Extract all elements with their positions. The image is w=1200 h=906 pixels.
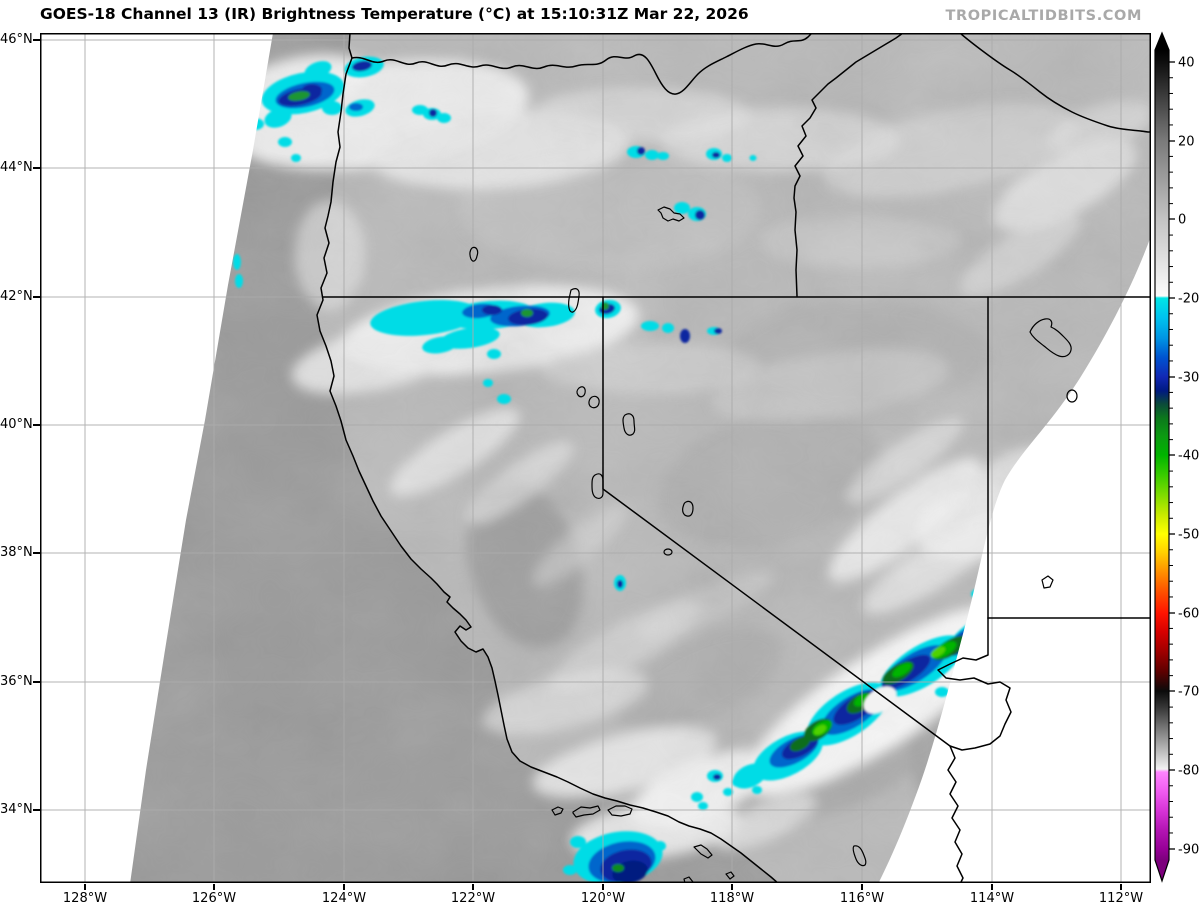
map-frame	[40, 33, 1151, 883]
lon-tick	[343, 884, 345, 890]
coastline	[316, 33, 779, 883]
lat-tick	[33, 424, 40, 426]
border-or-id-snake-river	[793, 33, 904, 297]
lon-tick	[602, 884, 604, 890]
colorbar-tick-label: -30	[1178, 371, 1199, 386]
lon-tick-label: 120°W	[580, 891, 626, 906]
colorbar-tick-label: -50	[1178, 528, 1199, 543]
lat-tick-label: 42°N	[0, 289, 33, 304]
sevier-lake	[1041, 575, 1054, 589]
great-salt-lake	[1029, 318, 1072, 358]
lat-tick-label: 44°N	[0, 160, 33, 175]
colorbar-tick-label: -20	[1178, 292, 1199, 307]
satellite-map-image	[40, 33, 1151, 883]
colorbar-tick-label: -90	[1178, 843, 1199, 858]
colorado-river	[937, 617, 1012, 883]
lat-tick-label: 38°N	[0, 545, 33, 560]
utah-lake	[1066, 389, 1078, 403]
lon-tick	[991, 884, 993, 890]
lat-tick-label: 46°N	[0, 32, 33, 47]
lon-tick-label: 128°W	[62, 891, 108, 906]
lon-tick-label: 116°W	[839, 891, 885, 906]
lat-tick	[33, 809, 40, 811]
lon-tick	[472, 884, 474, 890]
snake-river-idaho	[959, 33, 1151, 133]
lon-tick-label: 124°W	[321, 891, 367, 906]
lon-tick-label: 112°W	[1098, 891, 1144, 906]
no-data-region	[40, 33, 1151, 883]
lat-tick	[33, 681, 40, 683]
lat-tick	[33, 39, 40, 41]
goose-lake	[568, 288, 580, 313]
colorbar-tick-label: -60	[1178, 607, 1199, 622]
storm-cells	[233, 56, 1022, 883]
channel-islands	[551, 805, 735, 883]
lon-tick	[84, 884, 86, 890]
eagle-lake	[576, 386, 586, 398]
upper-klamath-lake	[469, 246, 479, 262]
colorbar-tick-label: 40	[1178, 56, 1195, 71]
lon-tick	[213, 884, 215, 890]
lake-tahoe	[591, 473, 604, 499]
lat-tick-label: 40°N	[0, 417, 33, 432]
honey-lake	[588, 395, 600, 409]
lat-tick	[33, 167, 40, 169]
colorbar-tick-label: 0	[1178, 213, 1186, 228]
lat-tick	[33, 552, 40, 554]
lon-tick-label: 118°W	[709, 891, 755, 906]
lon-tick-label: 126°W	[191, 891, 237, 906]
lakes-and-islands	[469, 206, 1078, 883]
lon-tick	[1120, 884, 1122, 890]
lon-tick-label: 114°W	[969, 891, 1015, 906]
columbia-river	[351, 33, 813, 95]
colorbar-tick-label: -80	[1178, 764, 1199, 779]
malheur-lake	[657, 206, 685, 222]
map-title: GOES-18 Channel 13 (IR) Brightness Tempe…	[40, 5, 749, 23]
lat-tick-label: 34°N	[0, 802, 33, 817]
walker-lake	[682, 500, 694, 517]
lon-tick	[731, 884, 733, 890]
colorbar-gradient-bar	[1154, 31, 1170, 883]
pyramid-lake	[622, 413, 636, 436]
colorbar-tick-label: 20	[1178, 135, 1195, 150]
lon-tick-label: 122°W	[450, 891, 496, 906]
site-watermark: TROPICALTIDBITS.COM	[945, 8, 1142, 24]
colorbar-ticks: 40 20 0 -20 -30 -40 -50 -60 -70 -80 -90	[1169, 56, 1199, 858]
lat-tick	[33, 296, 40, 298]
mono-lake	[663, 548, 673, 556]
colorbar-tick-label: -40	[1178, 449, 1199, 464]
lat-tick-label: 36°N	[0, 674, 33, 689]
temperature-colorbar: 40 20 0 -20 -30 -40 -50 -60 -70 -80 -90	[1154, 31, 1199, 883]
colorbar-tick-label: -70	[1178, 685, 1199, 700]
salton-sea	[852, 845, 867, 867]
lon-tick	[861, 884, 863, 890]
